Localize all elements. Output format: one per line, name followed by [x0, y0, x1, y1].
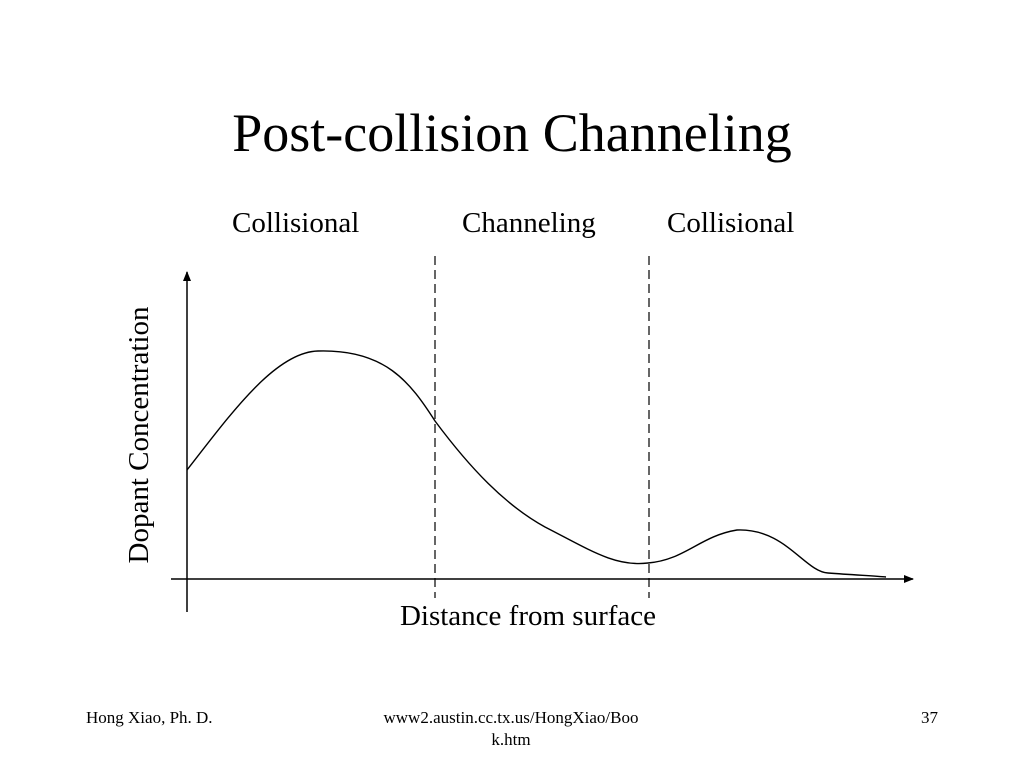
dopant-profile-curve	[186, 350, 887, 578]
region-label-collisional-right: Collisional	[667, 207, 795, 239]
x-axis-label: Distance from surface	[399, 600, 657, 632]
region-label-collisional-left: Collisional	[232, 207, 360, 239]
footer-url: www2.austin.cc.tx.us/HongXiao/Boo k.htm	[383, 708, 639, 749]
footer-author: Hong Xiao, Ph. D.	[86, 708, 213, 727]
page-number: 37	[921, 708, 938, 727]
region-label-channeling: Channeling	[462, 207, 596, 239]
y-axis-label: Dopant Concentration	[123, 306, 155, 564]
slide-title: Post-collision Channeling	[232, 103, 792, 163]
